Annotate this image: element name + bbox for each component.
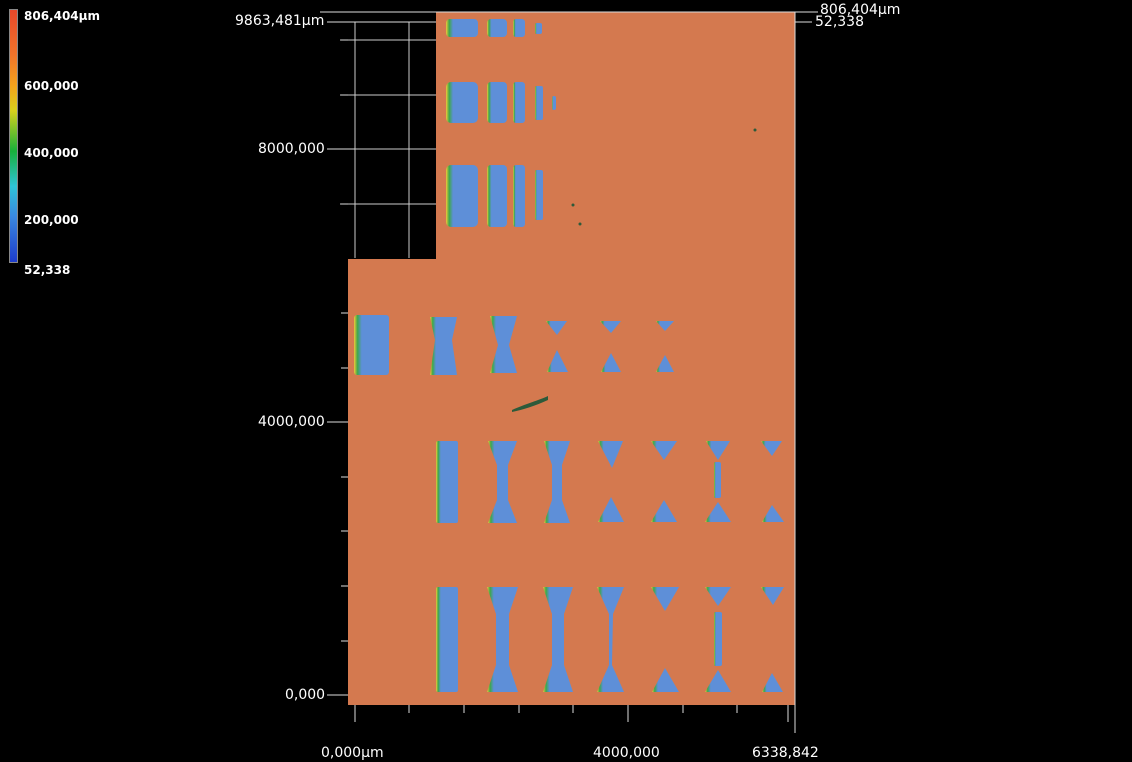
pit-group-lower-2 [436, 587, 784, 692]
surface-area [348, 12, 795, 705]
x-axis-0-label: 0,000µm [321, 745, 384, 761]
y-axis-8000-label: 8000,000 [258, 141, 325, 157]
pit-group-middle [354, 315, 674, 375]
color-scale-bar [9, 9, 18, 263]
y-axis [327, 21, 436, 696]
x-axis-max-label: 6338,842 [752, 745, 819, 761]
pit-group-lower-1 [436, 441, 784, 523]
y-axis-4000-label: 4000,000 [258, 414, 325, 430]
z-axis-max-label: 806,404µm [820, 2, 901, 18]
y-axis-max-label: 9863,481µm [235, 13, 325, 29]
pit-group-top [446, 19, 556, 227]
x-axis [354, 705, 789, 722]
z-axis [320, 11, 818, 733]
colorbar-min-label: 52,338 [24, 263, 71, 277]
z-axis-min-label: 52,338 [815, 14, 864, 30]
colorbar-tick-200: 200,000 [24, 213, 79, 227]
grid-lines [340, 22, 436, 258]
colorbar-tick-600: 600,000 [24, 79, 79, 93]
colorbar-max-label: 806,404µm [24, 9, 100, 23]
y-axis-0-label: 0,000 [285, 687, 326, 703]
colorbar-tick-400: 400,000 [24, 146, 79, 160]
x-axis-4000-label: 4000,000 [593, 745, 660, 761]
debris-marks [512, 128, 757, 412]
